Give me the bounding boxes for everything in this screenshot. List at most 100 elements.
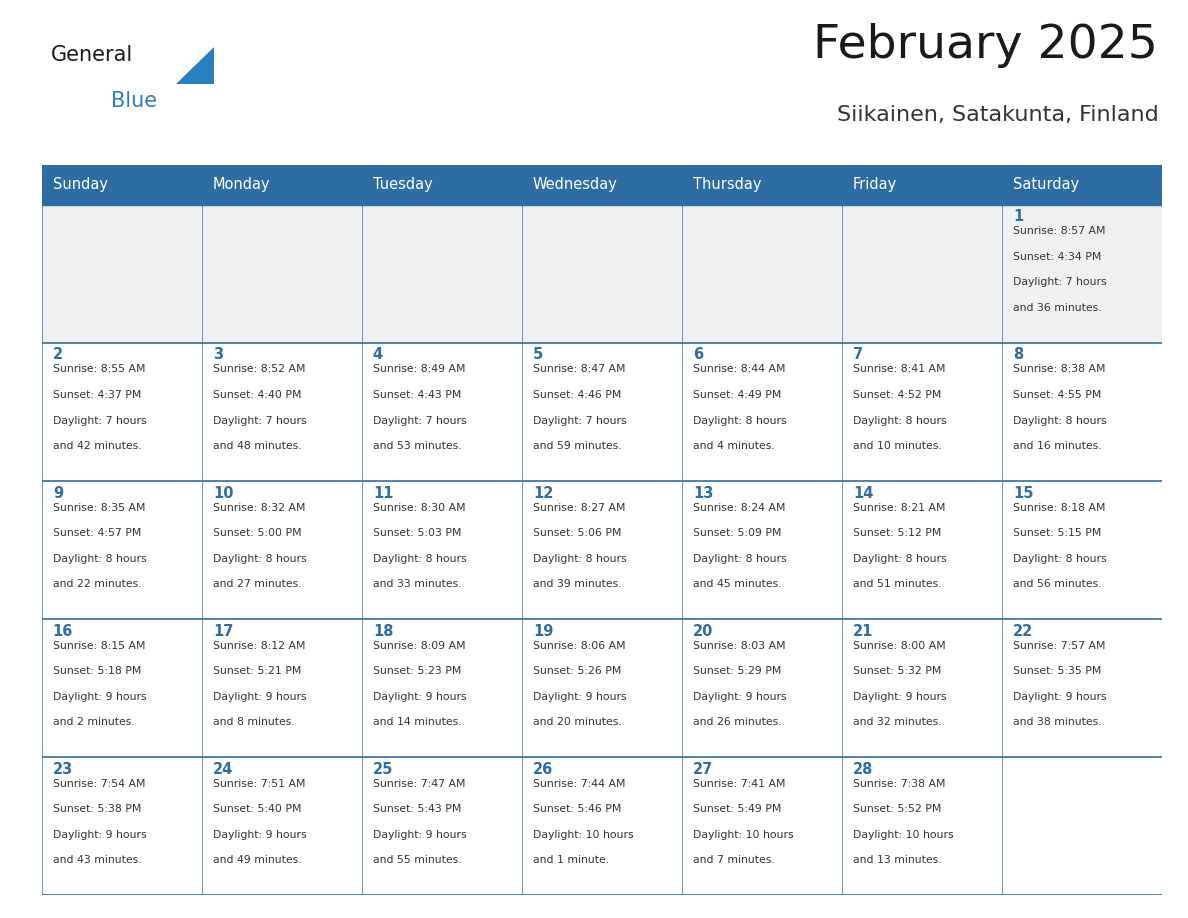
Text: Sunrise: 8:41 AM: Sunrise: 8:41 AM [853, 364, 946, 375]
Text: 7: 7 [853, 348, 864, 363]
Text: Daylight: 8 hours: Daylight: 8 hours [693, 416, 786, 426]
Bar [842, 342, 1001, 481]
Text: Sunset: 5:46 PM: Sunset: 5:46 PM [533, 804, 621, 814]
Bar [522, 342, 682, 481]
Text: Daylight: 9 hours: Daylight: 9 hours [213, 830, 307, 840]
Bar [42, 481, 202, 619]
Text: Daylight: 8 hours: Daylight: 8 hours [533, 554, 626, 564]
Text: Sunset: 5:38 PM: Sunset: 5:38 PM [52, 804, 141, 814]
Text: Blue: Blue [110, 91, 157, 111]
Text: Daylight: 8 hours: Daylight: 8 hours [693, 554, 786, 564]
Text: Daylight: 7 hours: Daylight: 7 hours [1013, 277, 1107, 287]
Text: and 1 minute.: and 1 minute. [533, 856, 609, 866]
Text: and 10 minutes.: and 10 minutes. [853, 441, 942, 451]
Text: Sunset: 5:26 PM: Sunset: 5:26 PM [533, 666, 621, 677]
Text: 22: 22 [1013, 623, 1034, 639]
Text: Sunset: 5:09 PM: Sunset: 5:09 PM [693, 528, 782, 538]
Text: Daylight: 7 hours: Daylight: 7 hours [373, 416, 467, 426]
Text: Sunrise: 8:18 AM: Sunrise: 8:18 AM [1013, 502, 1106, 512]
Text: Daylight: 8 hours: Daylight: 8 hours [52, 554, 146, 564]
Text: 10: 10 [213, 486, 233, 500]
Text: 1: 1 [1013, 209, 1023, 224]
Text: Sunset: 4:37 PM: Sunset: 4:37 PM [52, 390, 141, 400]
Text: 27: 27 [693, 762, 713, 777]
Bar [202, 342, 361, 481]
Text: and 20 minutes.: and 20 minutes. [533, 717, 621, 727]
Text: 23: 23 [52, 762, 72, 777]
Text: 17: 17 [213, 623, 233, 639]
Text: 5: 5 [533, 348, 543, 363]
Text: 9: 9 [52, 486, 63, 500]
Bar [522, 205, 682, 342]
Text: Sunrise: 8:49 AM: Sunrise: 8:49 AM [373, 364, 466, 375]
Text: and 38 minutes.: and 38 minutes. [1013, 717, 1101, 727]
Bar [202, 619, 361, 757]
Bar [42, 205, 202, 342]
Text: Sunset: 4:46 PM: Sunset: 4:46 PM [533, 390, 621, 400]
Bar [361, 481, 522, 619]
Bar [522, 757, 682, 895]
Text: Sunset: 4:57 PM: Sunset: 4:57 PM [52, 528, 141, 538]
Bar [1001, 757, 1162, 895]
Bar [1001, 165, 1162, 205]
Text: Sunset: 5:35 PM: Sunset: 5:35 PM [1013, 666, 1101, 677]
Text: Daylight: 7 hours: Daylight: 7 hours [213, 416, 307, 426]
Text: Sunrise: 7:47 AM: Sunrise: 7:47 AM [373, 778, 466, 789]
Bar [361, 342, 522, 481]
Bar [842, 619, 1001, 757]
Text: and 14 minutes.: and 14 minutes. [373, 717, 461, 727]
Bar [682, 757, 842, 895]
Bar [842, 757, 1001, 895]
Text: and 7 minutes.: and 7 minutes. [693, 856, 775, 866]
Text: 3: 3 [213, 348, 223, 363]
Text: Sunset: 5:52 PM: Sunset: 5:52 PM [853, 804, 941, 814]
Text: Daylight: 9 hours: Daylight: 9 hours [853, 691, 947, 701]
Text: Sunset: 4:55 PM: Sunset: 4:55 PM [1013, 390, 1101, 400]
Bar [1001, 342, 1162, 481]
Text: Thursday: Thursday [693, 177, 762, 193]
Text: Sunrise: 8:15 AM: Sunrise: 8:15 AM [52, 641, 145, 651]
Text: 6: 6 [693, 348, 703, 363]
Text: Sunrise: 8:06 AM: Sunrise: 8:06 AM [533, 641, 626, 651]
Text: 18: 18 [373, 623, 393, 639]
Bar [842, 165, 1001, 205]
Text: and 43 minutes.: and 43 minutes. [52, 856, 141, 866]
Text: Sunrise: 8:09 AM: Sunrise: 8:09 AM [373, 641, 466, 651]
Text: Daylight: 7 hours: Daylight: 7 hours [533, 416, 626, 426]
Text: Daylight: 8 hours: Daylight: 8 hours [213, 554, 307, 564]
Text: 13: 13 [693, 486, 713, 500]
Text: Sunrise: 8:24 AM: Sunrise: 8:24 AM [693, 502, 785, 512]
Text: and 16 minutes.: and 16 minutes. [1013, 441, 1101, 451]
Bar [202, 165, 361, 205]
Text: Sunrise: 8:03 AM: Sunrise: 8:03 AM [693, 641, 785, 651]
Text: Sunset: 5:00 PM: Sunset: 5:00 PM [213, 528, 302, 538]
Text: Sunrise: 8:47 AM: Sunrise: 8:47 AM [533, 364, 625, 375]
Text: Daylight: 10 hours: Daylight: 10 hours [693, 830, 794, 840]
Text: and 45 minutes.: and 45 minutes. [693, 579, 782, 589]
Text: Monday: Monday [213, 177, 271, 193]
Text: and 39 minutes.: and 39 minutes. [533, 579, 621, 589]
Text: 21: 21 [853, 623, 873, 639]
Text: 8: 8 [1013, 348, 1023, 363]
Text: Sunset: 5:29 PM: Sunset: 5:29 PM [693, 666, 782, 677]
Text: and 22 minutes.: and 22 minutes. [52, 579, 141, 589]
Text: 28: 28 [853, 762, 873, 777]
Bar [1001, 205, 1162, 342]
Text: Sunrise: 8:32 AM: Sunrise: 8:32 AM [213, 502, 305, 512]
Text: Friday: Friday [853, 177, 897, 193]
Text: Sunrise: 8:55 AM: Sunrise: 8:55 AM [52, 364, 145, 375]
Text: 24: 24 [213, 762, 233, 777]
Text: 4: 4 [373, 348, 383, 363]
Bar [361, 205, 522, 342]
Bar [682, 481, 842, 619]
Bar [842, 481, 1001, 619]
Text: and 36 minutes.: and 36 minutes. [1013, 303, 1101, 313]
Text: Daylight: 8 hours: Daylight: 8 hours [853, 416, 947, 426]
Text: Daylight: 9 hours: Daylight: 9 hours [373, 691, 467, 701]
Text: Sunset: 5:03 PM: Sunset: 5:03 PM [373, 528, 461, 538]
Text: and 27 minutes.: and 27 minutes. [213, 579, 302, 589]
Text: 15: 15 [1013, 486, 1034, 500]
Text: General: General [51, 45, 133, 65]
Text: Sunrise: 7:57 AM: Sunrise: 7:57 AM [1013, 641, 1106, 651]
Text: and 55 minutes.: and 55 minutes. [373, 856, 461, 866]
